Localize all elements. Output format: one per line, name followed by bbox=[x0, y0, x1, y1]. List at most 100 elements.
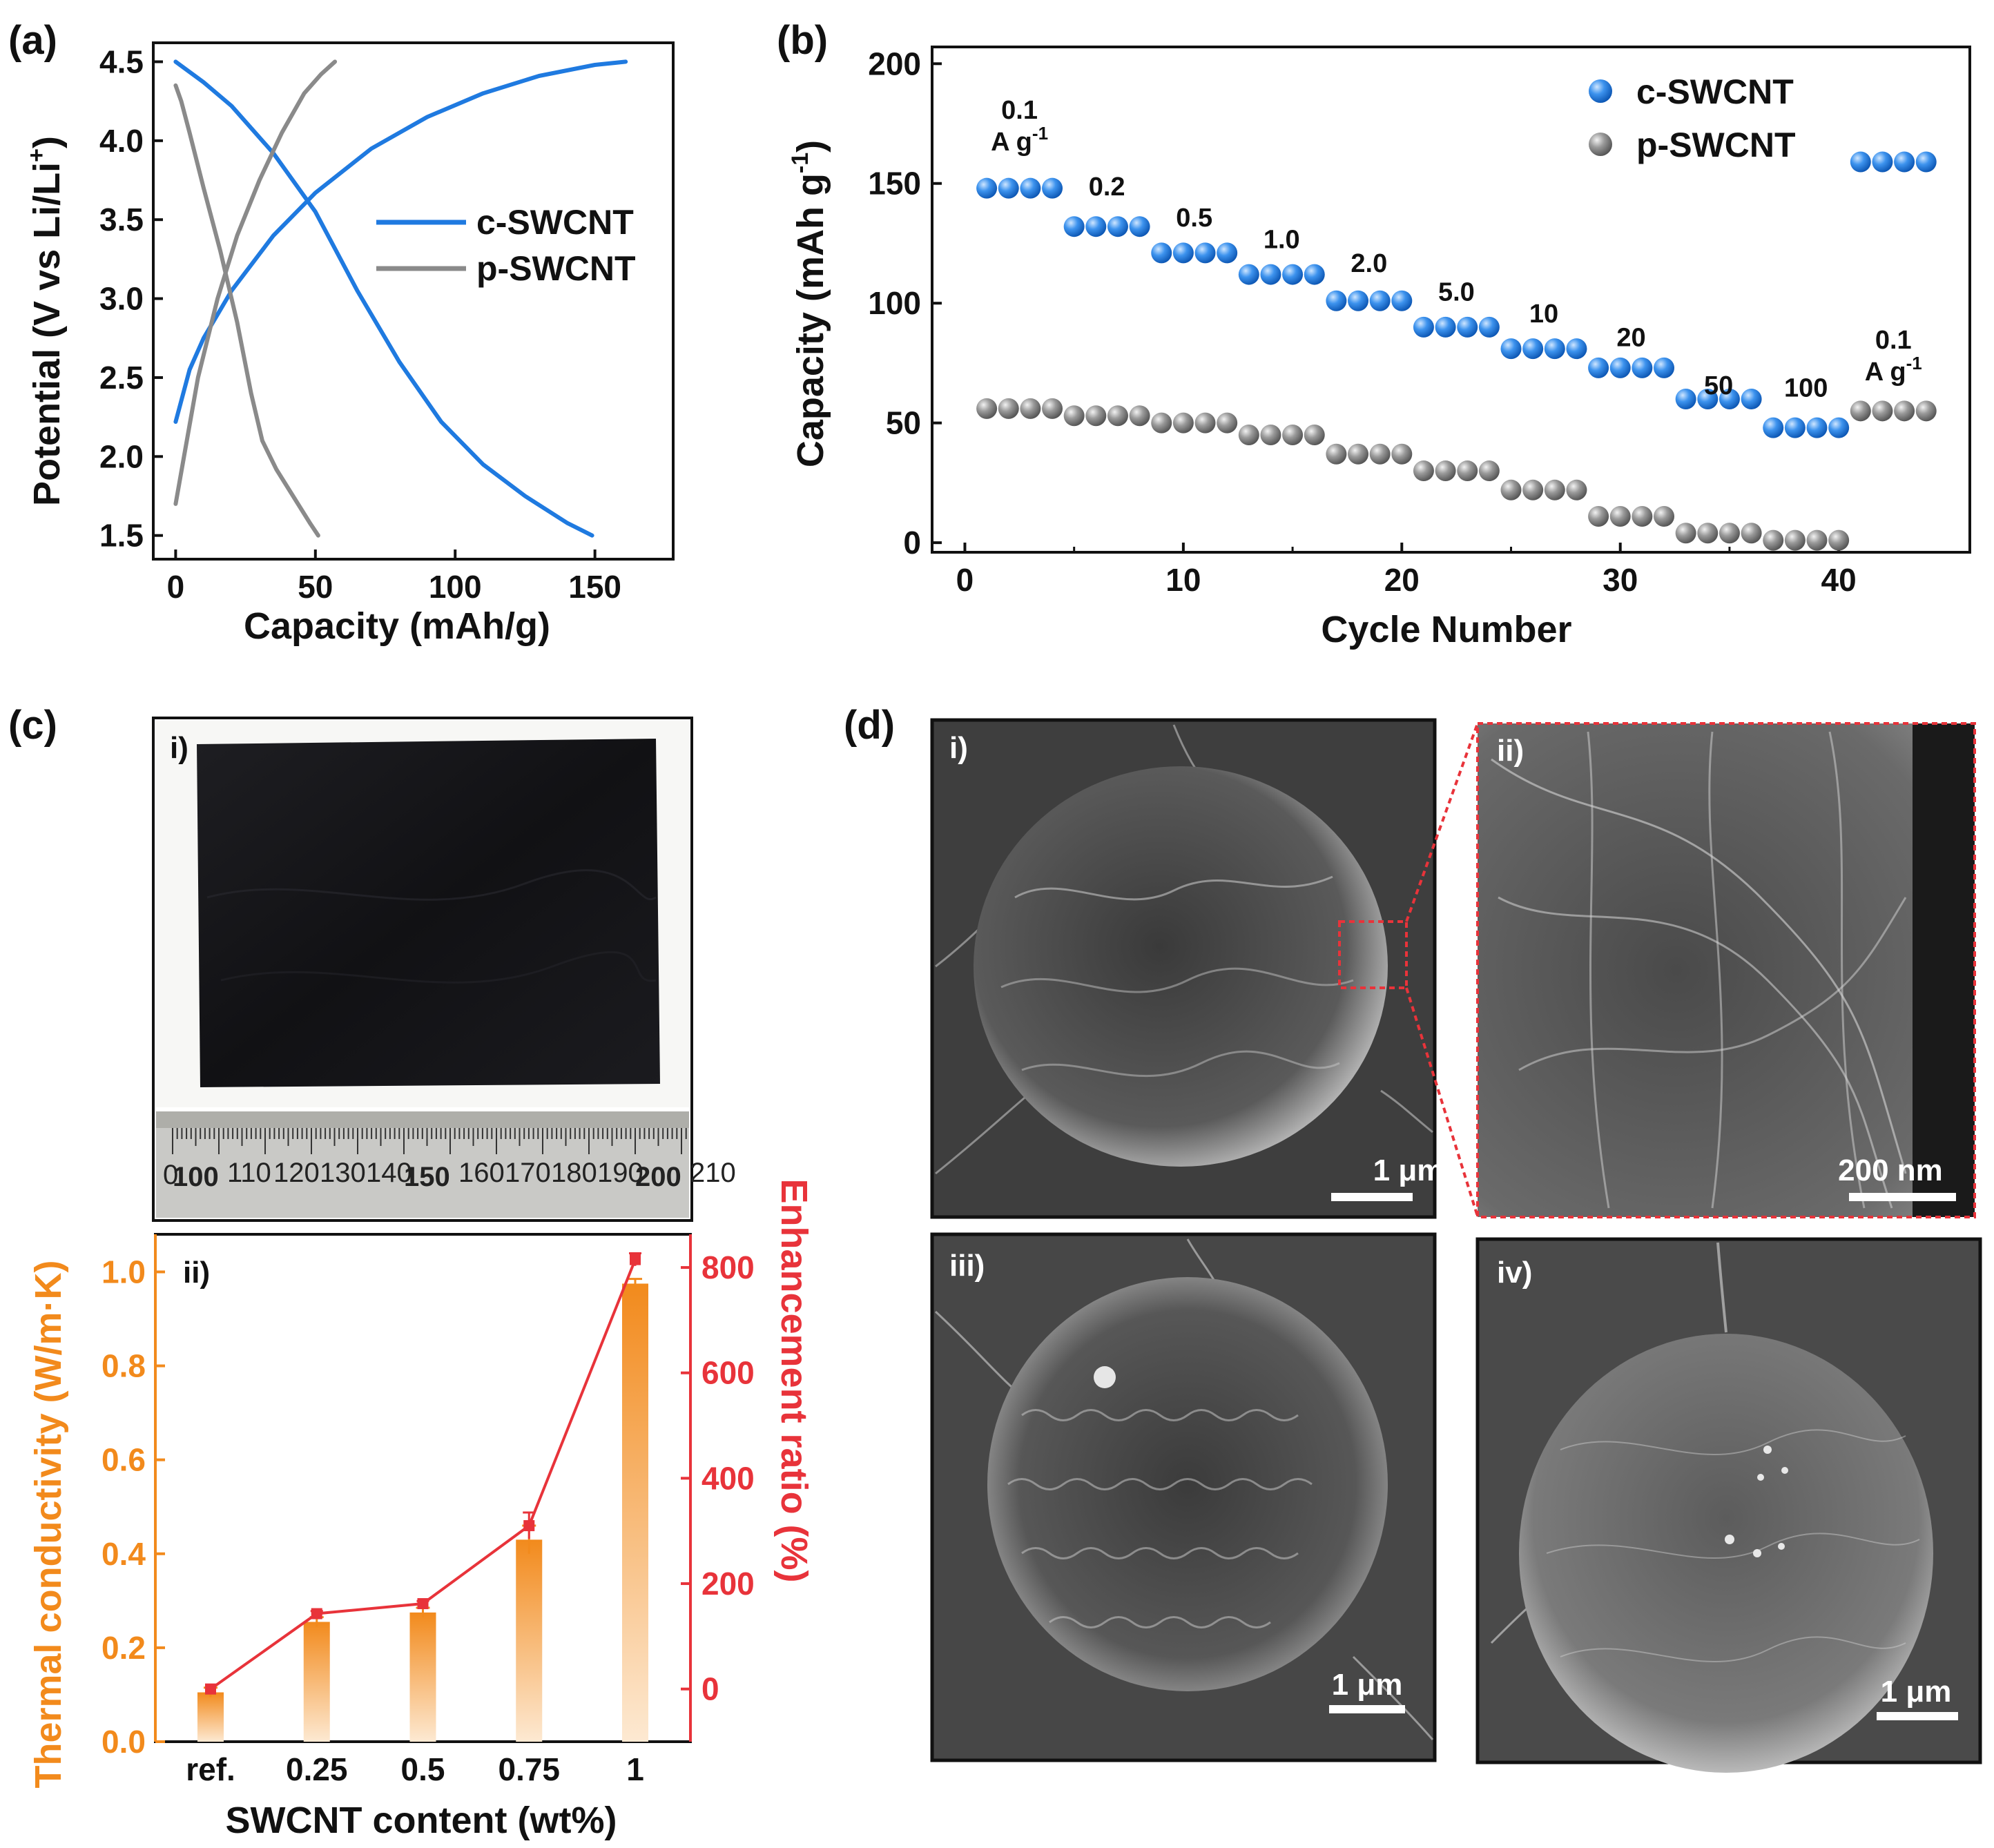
chart-c-bar bbox=[197, 1692, 224, 1742]
chart-c-xtick-label: 0.75 bbox=[498, 1751, 560, 1787]
ruler-major-label: 100 bbox=[173, 1162, 219, 1192]
chart-b-point-p-swcnt bbox=[1042, 398, 1063, 419]
chart-c-line-point bbox=[523, 1520, 535, 1532]
chart-b-rate-label: 0.5 bbox=[1176, 204, 1212, 233]
chart-b-xtick-label: 0 bbox=[956, 562, 974, 598]
chart-b-point-p-swcnt bbox=[1500, 479, 1522, 500]
chart-b: 0 10 20 30 40 0 50 100 150 200 0.1 A g-1 0.2 0.5 1.0 2.… bbox=[868, 46, 1971, 598]
zoom-line-bottom bbox=[1405, 987, 1479, 1217]
ruler-major-label: 200 bbox=[635, 1162, 681, 1192]
chart-b-ytick-label: 150 bbox=[868, 166, 921, 202]
chart-b-rate-label: 100 bbox=[1784, 374, 1828, 403]
chart-c-y2tick-label: 0 bbox=[701, 1671, 719, 1707]
chart-b-point-p-swcnt bbox=[1172, 412, 1194, 434]
chart-b-point-c-swcnt bbox=[1741, 388, 1762, 409]
chart-b-point-p-swcnt bbox=[1609, 505, 1631, 527]
chart-a: 0 50 100 150 1.5 2.0 2.5 3.0 3.5 4.0 4.5 c-SWCNT p-S… bbox=[99, 41, 675, 605]
chart-c-line-point bbox=[630, 1254, 641, 1265]
sem-i-scale-text: 1 μm bbox=[1373, 1154, 1444, 1187]
chart-b-ytick-label: 200 bbox=[868, 46, 921, 81]
chart-b-point-p-swcnt bbox=[1784, 529, 1806, 551]
chart-b-point-p-swcnt bbox=[1719, 523, 1740, 544]
chart-b-point-c-swcnt bbox=[1850, 151, 1871, 173]
chart-a-ytick-label: 3.5 bbox=[99, 202, 144, 237]
chart-b-rate-label: 2.0 bbox=[1351, 249, 1387, 278]
chart-a-xlabel: Capacity (mAh/g) bbox=[244, 605, 550, 647]
ruler-minor-label: 180 bbox=[551, 1158, 597, 1188]
chart-a-ytick-label: 2.0 bbox=[99, 438, 144, 474]
chart-c-line-point bbox=[417, 1598, 429, 1610]
chart-b-point-p-swcnt bbox=[1435, 460, 1456, 482]
chart-b-point-p-swcnt bbox=[1151, 412, 1172, 434]
chart-c-y2label: Enhancement ratio (%) bbox=[773, 1178, 815, 1582]
chart-b-point-c-swcnt bbox=[1194, 242, 1216, 264]
panel-label-d: (d) bbox=[844, 703, 895, 748]
chart-b-ytick-label: 0 bbox=[903, 525, 921, 561]
chart-c-ytick-label: 0.6 bbox=[101, 1442, 146, 1478]
chart-b-legend-label-c-swcnt: c-SWCNT bbox=[1636, 72, 1794, 111]
chart-b-rate-label: 0.1 A g-1 bbox=[1865, 326, 1922, 387]
chart-b-point-c-swcnt bbox=[1719, 388, 1740, 409]
sem-image-iii: iii) 1 μm bbox=[930, 1232, 1437, 1762]
chart-b-point-c-swcnt bbox=[1915, 151, 1937, 173]
ruler-minor-label: 120 bbox=[273, 1158, 320, 1188]
chart-c-xtick-label: 0.25 bbox=[286, 1751, 348, 1787]
chart-b-point-c-swcnt bbox=[1654, 357, 1675, 378]
chart-b-point-c-swcnt bbox=[1129, 216, 1150, 237]
chart-b-point-c-swcnt bbox=[1369, 290, 1391, 311]
chart-b-point-p-swcnt bbox=[1238, 425, 1259, 446]
chart-c-line-point bbox=[311, 1608, 322, 1620]
chart-b-point-c-swcnt bbox=[1784, 417, 1806, 438]
sem-iii-scale-text: 1 μm bbox=[1332, 1668, 1403, 1702]
sem-image-ii: ii) 200 nm bbox=[1476, 722, 1976, 1218]
sem-iv-scale-bar bbox=[1877, 1712, 1958, 1720]
chart-b-point-p-swcnt bbox=[1260, 425, 1281, 446]
chart-a-line-p-swcnt-charge bbox=[173, 59, 338, 506]
ruler-major-label: 150 bbox=[404, 1162, 450, 1192]
chart-c-y2tick-label: 400 bbox=[701, 1460, 755, 1496]
chart-b-point-c-swcnt bbox=[1609, 357, 1631, 378]
ruler-minor-label: 170 bbox=[505, 1158, 551, 1188]
chart-b-point-p-swcnt bbox=[1872, 400, 1893, 422]
chart-c-y2tick-label: 200 bbox=[701, 1566, 755, 1602]
chart-b-point-c-swcnt bbox=[1806, 417, 1828, 438]
chart-b-xtick-label: 30 bbox=[1603, 562, 1638, 598]
chart-b-rate-label: 0.1 A g-1 bbox=[991, 96, 1048, 157]
chart-a-line-c-swcnt-discharge bbox=[173, 59, 594, 538]
chart-b-ylabel: Capacity (mAh g-1) bbox=[787, 140, 831, 467]
chart-b-rate-label: 20 bbox=[1616, 324, 1645, 353]
chart-b-point-p-swcnt bbox=[1217, 412, 1238, 434]
chart-b-point-p-swcnt bbox=[1566, 479, 1587, 500]
chart-b-point-c-swcnt bbox=[1042, 177, 1063, 199]
chart-a-line-c-swcnt-charge bbox=[173, 59, 628, 424]
chart-b-point-c-swcnt bbox=[1522, 338, 1544, 360]
chart-a-xtick-label: 100 bbox=[429, 569, 482, 605]
chart-c-xtick-label: ref. bbox=[186, 1751, 235, 1787]
chart-b-point-c-swcnt bbox=[1894, 151, 1915, 173]
chart-b-point-c-swcnt bbox=[1326, 290, 1347, 311]
chart-b-point-p-swcnt bbox=[976, 398, 998, 419]
chart-b-point-p-swcnt bbox=[1850, 400, 1871, 422]
sem-image-i: i) 1 μm bbox=[930, 718, 1444, 1219]
chart-b-xlabel: Cycle Number bbox=[1321, 609, 1571, 650]
ruler-minor-label: 130 bbox=[320, 1158, 366, 1188]
chart-b-point-p-swcnt bbox=[1282, 425, 1304, 446]
zoom-line-top bbox=[1405, 723, 1479, 922]
chart-b-point-c-swcnt bbox=[1435, 316, 1456, 338]
chart-b-point-p-swcnt bbox=[1828, 529, 1850, 551]
sem-i-label: i) bbox=[949, 731, 968, 765]
chart-c-ytick-label: 0.8 bbox=[101, 1348, 146, 1384]
chart-b-point-c-swcnt bbox=[1588, 357, 1609, 378]
chart-b-point-c-swcnt bbox=[1500, 338, 1522, 360]
chart-b-point-p-swcnt bbox=[1806, 529, 1828, 551]
chart-c-bar bbox=[622, 1283, 648, 1742]
chart-a-legend-label-c-swcnt: c-SWCNT bbox=[476, 203, 634, 242]
chart-b-point-p-swcnt bbox=[1194, 412, 1216, 434]
chart-b-point-c-swcnt bbox=[998, 177, 1019, 199]
chart-b-point-c-swcnt bbox=[1107, 216, 1128, 237]
chart-b-point-c-swcnt bbox=[1763, 417, 1784, 438]
chart-b-point-p-swcnt bbox=[1632, 505, 1653, 527]
chart-b-legend-marker-c-swcnt bbox=[1589, 79, 1612, 103]
chart-b-point-c-swcnt bbox=[1304, 264, 1325, 285]
